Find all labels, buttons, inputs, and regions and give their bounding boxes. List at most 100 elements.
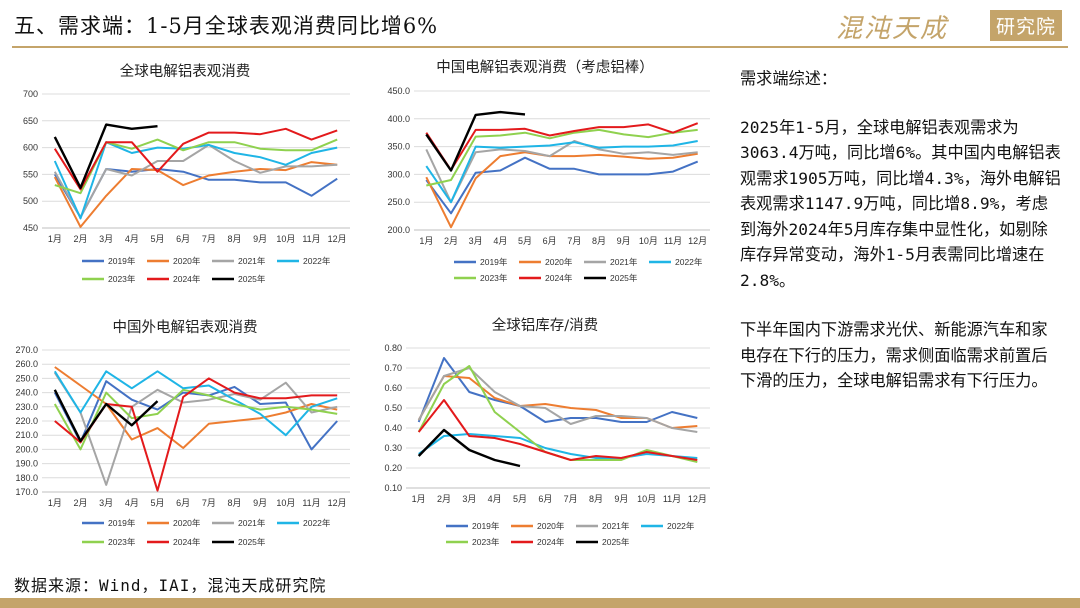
legend-item: 2019年 — [446, 521, 500, 531]
legend-item: 2023年 — [82, 537, 136, 547]
legend-item: 2023年 — [446, 537, 500, 547]
chart-title: 全球电解铝表观消费 — [119, 64, 251, 80]
title-divider — [12, 46, 1068, 48]
svg-text:2021年: 2021年 — [238, 518, 266, 528]
x-tick-label: 1月 — [419, 236, 433, 246]
svg-text:2019年: 2019年 — [472, 521, 500, 531]
chart-china-svg: 200.0 250.0 300.0 350.0 400.0 450.0 1月 2月 3月 4月 5月… — [387, 86, 710, 283]
legend-item: 2022年 — [649, 257, 703, 267]
series-line-2024年 — [54, 377, 338, 492]
x-tick-label: 3月 — [469, 236, 483, 246]
legend-item: 2020年 — [147, 518, 201, 528]
y-tick-label: 0.40 — [384, 423, 402, 433]
legend-item: 2025年 — [212, 274, 266, 284]
svg-text:2024年: 2024年 — [537, 537, 565, 547]
x-tick-label: 8月 — [589, 494, 603, 504]
x-tick-label: 8月 — [227, 234, 241, 244]
x-tick-label: 3月 — [462, 494, 476, 504]
legend-item: 2019年 — [82, 256, 136, 266]
svg-text:2023年: 2023年 — [108, 537, 136, 547]
legend-item: 2019年 — [82, 518, 136, 528]
y-tick-label: 220.0 — [15, 416, 38, 426]
y-tick-label: 500 — [23, 196, 38, 206]
y-tick-label: 300.0 — [387, 169, 410, 179]
legend-item: 2022年 — [277, 518, 331, 528]
y-tick-label: 450.0 — [387, 86, 410, 96]
legend-item: 2019年 — [454, 257, 508, 267]
x-tick-label: 10月 — [637, 494, 656, 504]
svg-text:2020年: 2020年 — [173, 256, 201, 266]
y-tick-label: 260.0 — [15, 359, 38, 369]
x-tick-label: 1月 — [48, 234, 62, 244]
y-tick-label: 700 — [23, 89, 38, 99]
y-tick-label: 0.10 — [384, 483, 402, 493]
x-tick-label: 9月 — [253, 234, 267, 244]
y-tick-label: 270.0 — [15, 345, 38, 355]
chart-china: 中国电解铝表观消费（考虑铝棒） 200.0 250.0 300.0 350.0 400.… — [370, 56, 720, 296]
y-tick-label: 550 — [23, 169, 38, 179]
svg-text:2023年: 2023年 — [472, 537, 500, 547]
series-line-2019年 — [53, 168, 338, 219]
chart-title: 全球铝库存/消费 — [491, 318, 599, 334]
legend-item: 2020年 — [147, 256, 201, 266]
x-tick-label: 6月 — [176, 234, 190, 244]
legend-item: 2024年 — [147, 274, 201, 284]
svg-text:2019年: 2019年 — [108, 518, 136, 528]
x-tick-label: 2月 — [73, 498, 87, 508]
x-tick-label: 9月 — [614, 494, 628, 504]
series-line-2021年 — [425, 140, 698, 204]
series-line-2022年 — [418, 433, 698, 459]
x-tick-label: 5月 — [150, 234, 164, 244]
x-tick-label: 11月 — [302, 498, 320, 508]
series-line-2022年 — [425, 140, 698, 204]
chart-title: 中国外电解铝表观消费 — [112, 320, 258, 336]
series-line-2021年 — [53, 143, 338, 219]
legend-item: 2025年 — [212, 537, 266, 547]
x-tick-label: 3月 — [99, 234, 113, 244]
series-line-2024年 — [425, 122, 699, 171]
x-tick-label: 11月 — [663, 494, 681, 504]
svg-text:2025年: 2025年 — [602, 537, 630, 547]
x-tick-label: 7月 — [202, 234, 216, 244]
x-tick-label: 1月 — [48, 498, 62, 508]
x-tick-label: 9月 — [617, 236, 631, 246]
chart-global-svg: 450 500 550 600 650 700 1月 2月 3月 4月 5月 6月 7月 8月 9月 10月 1… — [23, 89, 350, 284]
svg-text:2022年: 2022年 — [303, 518, 331, 528]
logo-main-text: 混沌天成 — [836, 14, 949, 44]
x-tick-label: 10月 — [639, 236, 658, 246]
svg-text:2021年: 2021年 — [238, 256, 266, 266]
x-tick-label: 9月 — [253, 498, 267, 508]
legend-item: 2025年 — [576, 537, 630, 547]
x-tick-label: 7月 — [202, 498, 216, 508]
y-tick-label: 450 — [23, 223, 38, 233]
y-tick-label: 170.0 — [15, 487, 38, 497]
svg-text:2022年: 2022年 — [675, 257, 703, 267]
data-source: 数据来源：Wind，IAI，混沌天成研究院 — [14, 576, 327, 595]
y-tick-label: 240.0 — [15, 388, 38, 398]
x-tick-label: 12月 — [328, 234, 347, 244]
legend-item: 2024年 — [147, 537, 201, 547]
y-tick-label: 250.0 — [387, 197, 410, 207]
y-tick-label: 230.0 — [15, 402, 38, 412]
page-title: 五、需求端：1-5月全球表观消费同比增6% — [14, 14, 439, 38]
y-tick-label: 0.60 — [384, 383, 402, 393]
legend-item: 2023年 — [82, 274, 136, 284]
x-tick-label: 10月 — [276, 498, 295, 508]
x-tick-label: 8月 — [227, 498, 241, 508]
svg-text:2025年: 2025年 — [610, 273, 638, 283]
svg-text:2024年: 2024年 — [545, 273, 573, 283]
x-tick-label: 10月 — [276, 234, 295, 244]
series-line-2021年 — [53, 372, 338, 486]
y-tick-label: 0.80 — [384, 343, 402, 353]
x-tick-label: 1月 — [412, 494, 426, 504]
series-line-2023年 — [53, 388, 338, 451]
y-tick-label: 0.30 — [384, 443, 402, 453]
x-tick-label: 2月 — [73, 234, 87, 244]
series-line-2024年 — [53, 127, 338, 191]
chart-overseas: 中国外电解铝表观消费 170.0 180.0 190.0 200.0 210.0 220.… — [10, 312, 360, 557]
y-tick-label: 350.0 — [387, 142, 410, 152]
legend-item: 2021年 — [584, 257, 638, 267]
y-tick-label: 0.20 — [384, 463, 402, 473]
legend-item: 2022年 — [641, 521, 695, 531]
y-tick-label: 200.0 — [15, 444, 38, 454]
